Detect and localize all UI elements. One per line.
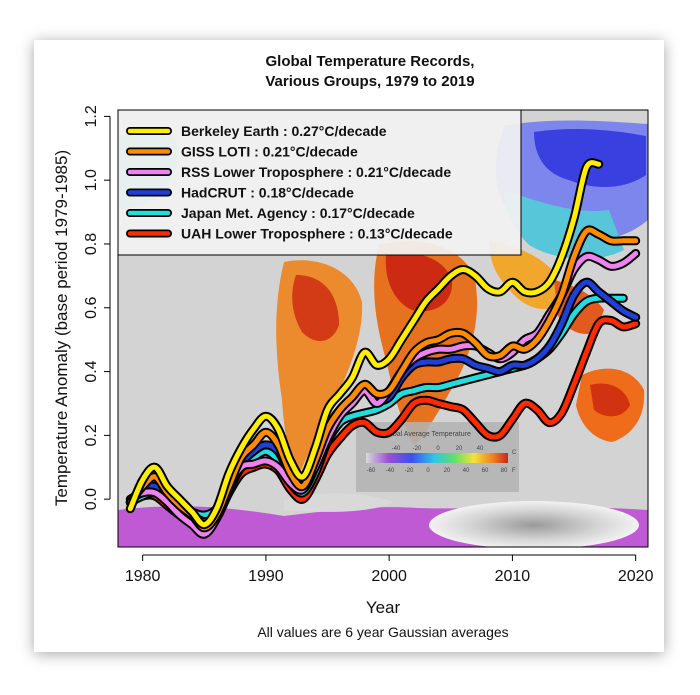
x-tick-label: 1980: [125, 568, 161, 585]
legend-label: HadCRUT : 0.18°C/decade: [181, 185, 354, 201]
x-tick-label: 2010: [495, 568, 531, 585]
x-axis-label: Year: [366, 598, 401, 617]
scale-f-tick: -20: [405, 468, 414, 474]
scale-celsius-ticks: -40 -20 0 20 40: [392, 446, 484, 452]
x-tick-label: 1990: [248, 568, 284, 585]
scale-f-unit: F: [512, 468, 516, 474]
scale-c-tick: 0: [436, 446, 440, 452]
chart-footnote: All values are 6 year Gaussian averages: [257, 624, 508, 640]
scale-f-tick: -60: [367, 468, 376, 474]
x-tick-label: 2000: [371, 568, 407, 585]
scale-gradient-bar: [366, 453, 508, 463]
y-tick-label: 0.2: [83, 424, 100, 446]
legend-label: UAH Lower Troposphere : 0.13°C/decade: [181, 226, 453, 242]
scale-c-tick: 40: [477, 446, 484, 452]
y-axis-label: Temperature Anomaly (base period 1979-19…: [52, 150, 71, 506]
legend-label: Berkeley Earth : 0.27°C/decade: [181, 123, 387, 139]
y-tick-label: 0.6: [83, 297, 100, 319]
scale-fahrenheit-ticks: -60 -40 -20 0 20 40 60 80: [367, 468, 508, 474]
y-tick-label: 0.0: [83, 488, 100, 510]
y-tick-label: 1.2: [83, 105, 100, 127]
plot-frame: [117, 109, 649, 548]
temperature-scale-inset: Global Average Temperature -40 -20 0 20 40 -…: [356, 422, 519, 492]
scale-f-tick: 0: [426, 468, 430, 474]
legend-box: [117, 109, 522, 256]
legend-item: Berkeley Earth : 0.27°C/decade: [126, 123, 387, 139]
legend-label: GISS LOTI : 0.21°C/decade: [181, 144, 358, 160]
scale-c-tick: -40: [392, 446, 401, 452]
scale-f-tick: 20: [444, 468, 451, 474]
scale-f-tick: 40: [463, 468, 470, 474]
legend-item: Japan Met. Agency : 0.17°C/decade: [126, 205, 415, 221]
series-line-1: [125, 158, 604, 530]
y-tick-label: 1.0: [83, 169, 100, 191]
scale-f-tick: 80: [501, 468, 508, 474]
series-stroke-1: [127, 160, 602, 528]
chart-title: Global Temperature Records,: [266, 53, 475, 70]
x-tick-label: 2020: [618, 568, 654, 585]
chart-svg: Global Temperature Records, Various Grou…: [52, 53, 654, 640]
legend-item: GISS LOTI : 0.21°C/decade: [126, 144, 358, 160]
scale-title: Global Average Temperature: [382, 431, 471, 438]
scale-c-unit: C: [512, 450, 517, 456]
legend-label: Japan Met. Agency : 0.17°C/decade: [181, 205, 415, 221]
chart-title-line2: Various Groups, 1979 to 2019: [265, 73, 474, 90]
scale-c-tick: -20: [413, 446, 422, 452]
series-layer: [125, 158, 641, 539]
scale-f-tick: 60: [482, 468, 489, 474]
legend-label: RSS Lower Troposphere : 0.21°C/decade: [181, 164, 451, 180]
legend-item: UAH Lower Troposphere : 0.13°C/decade: [126, 226, 453, 242]
legend-item: RSS Lower Troposphere : 0.21°C/decade: [126, 164, 451, 180]
scale-f-tick: -40: [386, 468, 395, 474]
legend-item: HadCRUT : 0.18°C/decade: [126, 185, 354, 201]
y-tick-label: 0.4: [83, 360, 100, 382]
legend: Berkeley Earth : 0.27°C/decade GISS LOTI …: [117, 109, 522, 256]
x-axis: 1980 1990 2000 2010 2020: [125, 554, 654, 585]
y-tick-label: 0.8: [83, 233, 100, 255]
y-axis: 0.0 0.2 0.4 0.6 0.8 1.0 1.2: [83, 105, 111, 510]
chart-card: Global Temperature Records, Various Grou…: [34, 40, 664, 652]
scale-c-tick: 20: [456, 446, 463, 452]
